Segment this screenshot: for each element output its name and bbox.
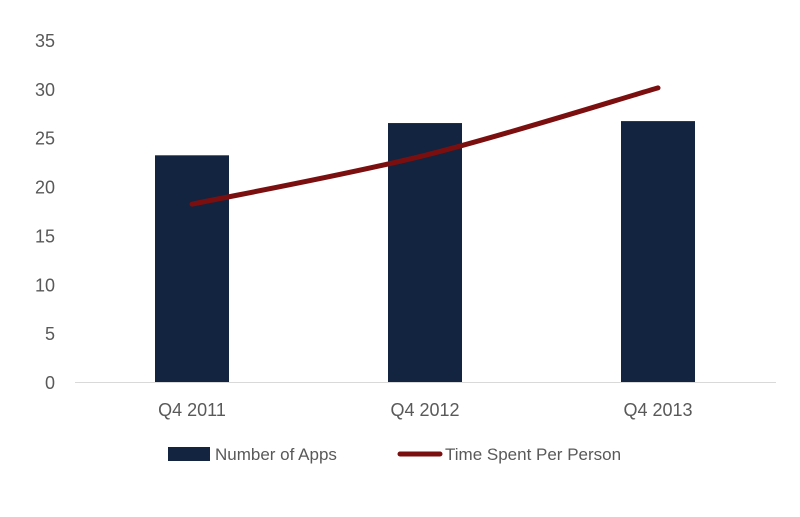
y-tick-label: 25 <box>35 129 55 149</box>
y-axis: 0 5 10 15 20 25 30 35 <box>35 31 55 393</box>
legend: Number of Apps Time Spent Per Person <box>168 445 621 464</box>
legend-swatch-number-of-apps <box>168 447 210 461</box>
bar-series <box>155 121 695 383</box>
x-axis: Q4 2011 Q4 2012 Q4 2013 <box>158 400 692 420</box>
x-tick-label: Q4 2012 <box>390 400 459 420</box>
x-tick-label: Q4 2013 <box>623 400 692 420</box>
bar-number-of-apps <box>388 123 462 383</box>
bar-number-of-apps <box>155 155 229 382</box>
line-series-time-spent <box>189 85 661 207</box>
legend-label-time-spent: Time Spent Per Person <box>445 445 621 464</box>
y-tick-label: 15 <box>35 226 55 246</box>
legend-label-number-of-apps: Number of Apps <box>215 445 337 464</box>
bar-number-of-apps <box>621 121 695 383</box>
y-tick-label: 5 <box>45 324 55 344</box>
x-tick-label: Q4 2011 <box>158 400 226 420</box>
y-tick-label: 35 <box>35 31 55 51</box>
y-tick-label: 10 <box>35 275 55 295</box>
y-tick-label: 30 <box>35 80 55 100</box>
y-tick-label: 0 <box>45 373 55 393</box>
y-tick-label: 20 <box>35 178 55 198</box>
